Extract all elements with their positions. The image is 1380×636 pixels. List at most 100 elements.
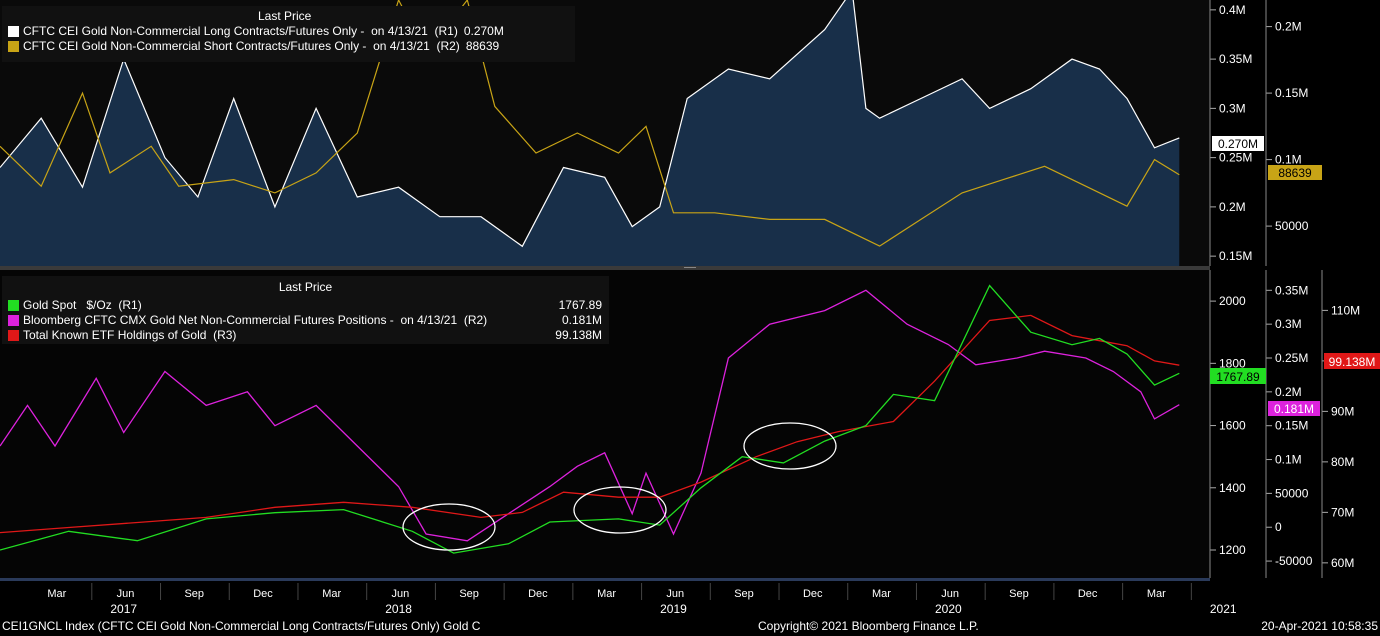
bottom-r3-label: 80M — [1331, 455, 1354, 469]
bottom-r3-label: 70M — [1331, 505, 1354, 519]
x-month-label: Jun — [117, 588, 135, 600]
x-month-label: Dec — [528, 588, 548, 600]
legend-swatch-net — [8, 315, 19, 326]
x-month-label: Sep — [184, 588, 204, 600]
x-month-label: Mar — [47, 588, 66, 600]
annotation-circles — [402, 422, 837, 551]
legend-swatch-etf — [8, 330, 19, 341]
bottom-r2-label: 0 — [1275, 520, 1282, 534]
bottom-r2-label: 0.35M — [1275, 283, 1308, 297]
bottom-r3-label: 110M — [1331, 303, 1360, 317]
bottom-r1-label: 1400 — [1219, 481, 1246, 495]
top-r1-label: 0.3M — [1219, 101, 1246, 115]
legend-value-long: 0.270M — [463, 24, 504, 38]
legend-value-net: 0.181M — [561, 313, 602, 327]
top-r1-label: 0.4M — [1219, 3, 1246, 17]
x-month-label: Mar — [1147, 588, 1166, 600]
x-year-label: 2020 — [935, 602, 962, 616]
bottom-r2-label: 0.1M — [1275, 453, 1302, 467]
bottom-legend-row-net[interactable]: Bloomberg CFTC CMX Gold Net Non-Commerci… — [2, 313, 609, 328]
bottom-r2-label: 0.25M — [1275, 351, 1308, 365]
top-legend[interactable]: Last Price CFTC CEI Gold Non-Commercial … — [2, 6, 575, 62]
bottom-series-layer — [0, 284, 1180, 554]
top-r1-label: 0.2M — [1219, 200, 1246, 214]
top-r1-label: 0.35M — [1219, 52, 1252, 66]
short-badge — [1268, 165, 1322, 180]
bottom-legend-title: Last Price — [278, 280, 333, 294]
panel-divider[interactable] — [0, 266, 1210, 270]
bottom-r2-label: 50000 — [1275, 486, 1309, 500]
etf-badge-text: 99.138M — [1329, 355, 1376, 369]
bottom-r2-label: 0.15M — [1275, 419, 1308, 433]
long-area-fill — [0, 0, 1180, 266]
gold-badge-text: 1767.89 — [1216, 370, 1260, 384]
top-r1-label: 0.25M — [1219, 151, 1252, 165]
long-badge-text: 0.270M — [1218, 137, 1258, 151]
annotation-ellipse-3 — [743, 422, 837, 470]
annotation-ellipse-2 — [573, 486, 667, 534]
bottom-legend-row-gold[interactable]: Gold Spot $/Oz (R1) 1767.89 — [2, 298, 609, 313]
footer-ticker: CEI1GNCL Index (CFTC CEI Gold Non-Commer… — [2, 619, 481, 633]
x-month-label: Dec — [253, 588, 273, 600]
bottom-r1-label: 1200 — [1219, 543, 1246, 557]
etf-holdings-line — [0, 314, 1180, 534]
top-r2-label: 0.1M — [1275, 153, 1302, 167]
top-series-layer — [0, 0, 1180, 266]
x-month-label: Dec — [1078, 588, 1098, 600]
etf-badge — [1324, 353, 1380, 369]
top-legend-row-short[interactable]: CFTC CEI Gold Non-Commercial Short Contr… — [2, 39, 575, 54]
legend-value-short: 88639 — [465, 39, 500, 53]
short-badge-text: 88639 — [1278, 166, 1312, 180]
footer-copyright: Copyright© 2021 Bloomberg Finance L.P. — [758, 619, 979, 633]
bottom-legend[interactable]: Last Price Gold Spot $/Oz (R1) 1767.89 B… — [2, 276, 609, 344]
x-month-label: Jun — [666, 588, 684, 600]
bottom-legend-row-etf[interactable]: Total Known ETF Holdings of Gold (R3) 99… — [2, 328, 609, 343]
bottom-r3-label: 60M — [1331, 556, 1354, 570]
bottom-r1-label: 1800 — [1219, 356, 1246, 370]
long-line — [0, 0, 1180, 248]
top-r2-label: 0.15M — [1275, 86, 1308, 100]
legend-label-net: Bloomberg CFTC CMX Gold Net Non-Commerci… — [23, 313, 488, 327]
x-month-label: Dec — [803, 588, 823, 600]
bottom-r1-label: 2000 — [1219, 294, 1246, 308]
x-year-label: 2017 — [110, 602, 137, 616]
x-year-label: 2021 — [1210, 602, 1237, 616]
annotation-ellipse-1 — [402, 503, 496, 551]
bottom-r3-label: 90M — [1331, 404, 1354, 418]
x-year-label: 2018 — [385, 602, 412, 616]
x-month-label: Mar — [872, 588, 891, 600]
top-r2-label: 0.2M — [1275, 20, 1302, 34]
gold-badge — [1210, 368, 1266, 384]
x-month-label: Sep — [459, 588, 479, 600]
net-badge — [1268, 401, 1320, 416]
legend-value-gold: 1767.89 — [558, 298, 602, 312]
legend-label-etf: Total Known ETF Holdings of Gold (R3) — [23, 328, 237, 342]
legend-label-short: CFTC CEI Gold Non-Commercial Short Contr… — [23, 39, 460, 53]
x-month-label: Jun — [941, 588, 959, 600]
legend-swatch-short — [8, 41, 19, 52]
x-year-label: 2019 — [660, 602, 687, 616]
value-badges: 0.270M 88639 1767.89 0.181M 99.138M — [1210, 136, 1380, 416]
x-month-label: Mar — [322, 588, 341, 600]
top-r2-label: 50000 — [1275, 219, 1309, 233]
x-month-label: Mar — [597, 588, 616, 600]
x-month-label: Sep — [1009, 588, 1029, 600]
top-legend-row-long[interactable]: CFTC CEI Gold Non-Commercial Long Contra… — [2, 24, 575, 39]
divider-handle[interactable] — [684, 267, 696, 268]
bottom-r2-label: 0.3M — [1275, 317, 1302, 331]
legend-label-long: CFTC CEI Gold Non-Commercial Long Contra… — [23, 24, 458, 38]
bottom-r2-label: -50000 — [1275, 554, 1313, 568]
bottom-scroll-strip[interactable] — [0, 578, 1210, 581]
x-month-label: Jun — [392, 588, 410, 600]
x-month-label: Sep — [734, 588, 754, 600]
long-badge — [1212, 136, 1264, 151]
net-badge-text: 0.181M — [1274, 402, 1314, 416]
footer-timestamp: 20-Apr-2021 10:58:35 — [1261, 619, 1378, 633]
legend-swatch-long — [8, 26, 19, 37]
legend-value-etf: 99.138M — [555, 328, 602, 342]
legend-label-gold: Gold Spot $/Oz (R1) — [23, 298, 142, 312]
bottom-r1-label: 1600 — [1219, 419, 1246, 433]
short-line — [0, 0, 1180, 247]
net-positions-line — [0, 289, 1180, 542]
